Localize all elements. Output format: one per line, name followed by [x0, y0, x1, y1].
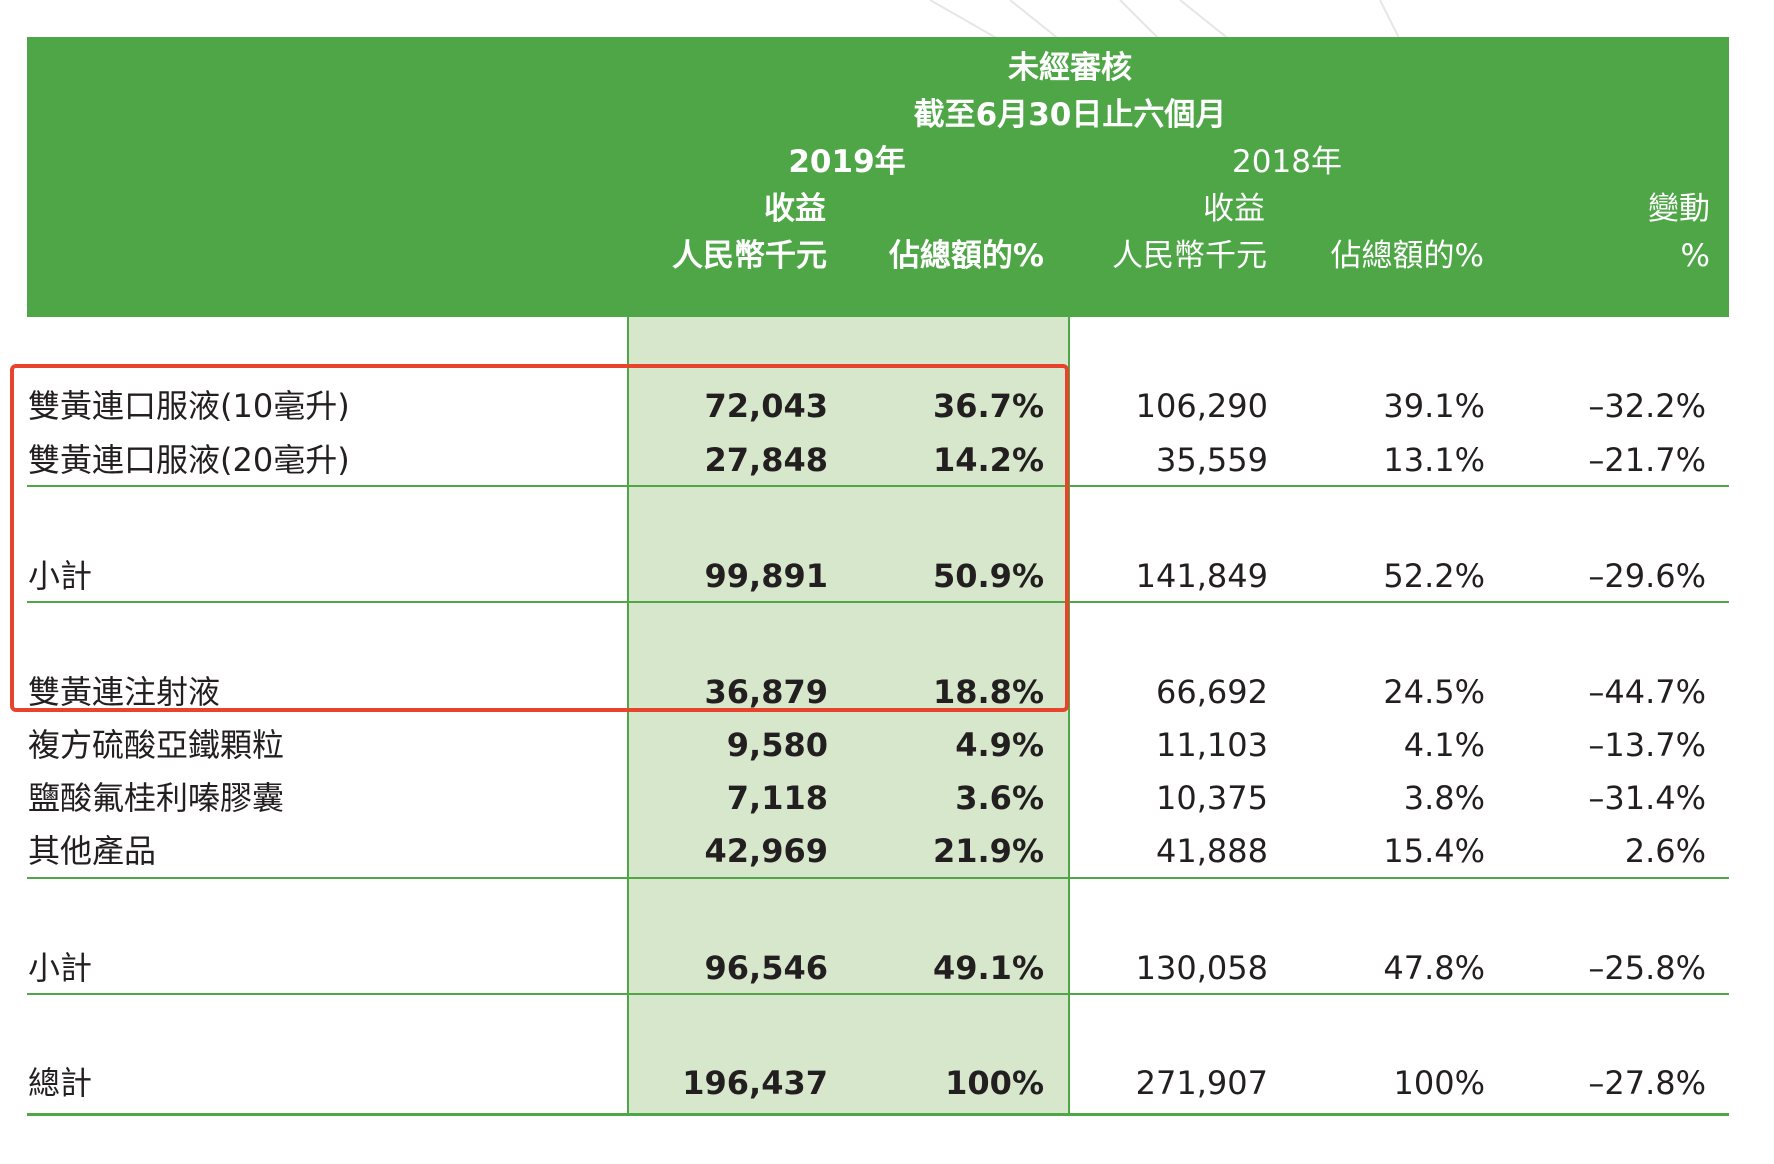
header-year-2019: 2019年: [788, 144, 906, 180]
revenue-2018: 66,692: [1156, 673, 1268, 711]
table-header: 未經審核 截至6月30日止六個月 2019年 2018年 收益 收益 變動 人民…: [27, 37, 1729, 317]
header-pct-2018: 佔總額的%: [1330, 238, 1484, 274]
revenue-2019: 72,043: [704, 387, 828, 425]
change-percent: 2.6%: [1624, 832, 1706, 870]
percent-2019: 36.7%: [932, 387, 1044, 425]
percent-2019: 21.9%: [932, 832, 1044, 870]
percent-2018: 15.4%: [1383, 832, 1485, 870]
highlight-2019-column: [628, 317, 1068, 1115]
revenue-2019: 7,118: [726, 779, 828, 817]
table-row: 雙黃連注射液 36,879 18.8% 66,692 24.5% –44.7%: [0, 666, 1774, 718]
row-label: 複方硫酸亞鐵顆粒: [28, 726, 285, 764]
table-row: 雙黃連口服液(10毫升) 72,043 36.7% 106,290 39.1% …: [0, 380, 1774, 432]
percent-2019: 49.1%: [932, 949, 1044, 987]
row-label: 小計: [28, 557, 93, 595]
revenue-2018: 271,907: [1135, 1064, 1268, 1102]
header-pct-2019: 佔總額的%: [888, 238, 1044, 274]
row-label: 鹽酸氟桂利嗪膠囊: [28, 779, 285, 817]
revenue-2019: 36,879: [704, 673, 828, 711]
header-unaudited: 未經審核: [1008, 50, 1132, 86]
revenue-2019: 96,546: [704, 949, 828, 987]
change-percent: –27.8%: [1588, 1064, 1706, 1102]
revenue-2018: 35,559: [1156, 441, 1268, 479]
table-row: 複方硫酸亞鐵顆粒 9,580 4.9% 11,103 4.1% –13.7%: [0, 719, 1774, 771]
change-percent: –13.7%: [1588, 726, 1706, 764]
separator: [27, 485, 1729, 487]
revenue-2019: 27,848: [704, 441, 828, 479]
table-row: 鹽酸氟桂利嗪膠囊 7,118 3.6% 10,375 3.8% –31.4%: [0, 772, 1774, 824]
separator: [27, 877, 1729, 879]
header-year-2018: 2018年: [1232, 144, 1342, 180]
revenue-2018: 10,375: [1156, 779, 1268, 817]
divider-left: [627, 317, 629, 1115]
change-percent: –32.2%: [1588, 387, 1706, 425]
percent-2018: 4.1%: [1403, 726, 1485, 764]
header-change-unit: %: [1680, 238, 1710, 274]
table-row: 雙黃連口服液(20毫升) 27,848 14.2% 35,559 13.1% –…: [0, 434, 1774, 486]
revenue-2018: 106,290: [1135, 387, 1268, 425]
change-percent: –31.4%: [1588, 779, 1706, 817]
revenue-2019: 42,969: [704, 832, 828, 870]
percent-2018: 39.1%: [1383, 387, 1485, 425]
header-revenue-2018: 收益: [1203, 191, 1265, 227]
header-period: 截至6月30日止六個月: [913, 97, 1227, 133]
percent-2019: 100%: [945, 1064, 1044, 1102]
percent-2018: 52.2%: [1383, 557, 1485, 595]
subtotal-row: 小計 96,546 49.1% 130,058 47.8% –25.8%: [0, 942, 1774, 994]
change-percent: –29.6%: [1588, 557, 1706, 595]
divider-right: [1068, 317, 1070, 1115]
percent-2018: 24.5%: [1383, 673, 1485, 711]
percent-2018: 3.8%: [1403, 779, 1485, 817]
separator-bottom: [27, 1113, 1729, 1116]
row-label: 其他產品: [28, 832, 157, 870]
revenue-2018: 41,888: [1156, 832, 1268, 870]
percent-2019: 4.9%: [955, 726, 1044, 764]
percent-2019: 14.2%: [932, 441, 1044, 479]
change-percent: –25.8%: [1588, 949, 1706, 987]
percent-2018: 47.8%: [1383, 949, 1485, 987]
revenue-2018: 130,058: [1135, 949, 1268, 987]
row-label: 雙黃連口服液(10毫升): [28, 387, 350, 425]
background-decoration: [929, 0, 1401, 40]
total-row: 總計 196,437 100% 271,907 100% –27.8%: [0, 1057, 1774, 1109]
row-label: 雙黃連口服液(20毫升): [28, 441, 350, 479]
percent-2019: 50.9%: [932, 557, 1044, 595]
percent-2019: 3.6%: [955, 779, 1044, 817]
revenue-2019: 9,580: [726, 726, 828, 764]
percent-2018: 100%: [1393, 1064, 1485, 1102]
revenue-2018: 141,849: [1135, 557, 1268, 595]
revenue-2019: 99,891: [704, 557, 828, 595]
percent-2019: 18.8%: [932, 673, 1044, 711]
separator: [27, 993, 1729, 995]
row-label: 總計: [28, 1064, 93, 1102]
percent-2018: 13.1%: [1383, 441, 1485, 479]
revenue-2018: 11,103: [1156, 726, 1268, 764]
change-percent: –21.7%: [1588, 441, 1706, 479]
subtotal-row: 小計 99,891 50.9% 141,849 52.2% –29.6%: [0, 550, 1774, 602]
row-label: 小計: [28, 949, 93, 987]
table-row: 其他產品 42,969 21.9% 41,888 15.4% 2.6%: [0, 825, 1774, 877]
row-label: 雙黃連注射液: [28, 673, 221, 711]
header-rmb-2019: 人民幣千元: [672, 238, 827, 274]
header-change: 變動: [1648, 191, 1710, 227]
revenue-2019: 196,437: [682, 1064, 828, 1102]
header-rmb-2018: 人民幣千元: [1112, 238, 1267, 274]
highlight-box-annotation: [10, 364, 1069, 712]
separator: [27, 601, 1729, 603]
header-revenue-2019: 收益: [764, 191, 826, 227]
change-percent: –44.7%: [1588, 673, 1706, 711]
